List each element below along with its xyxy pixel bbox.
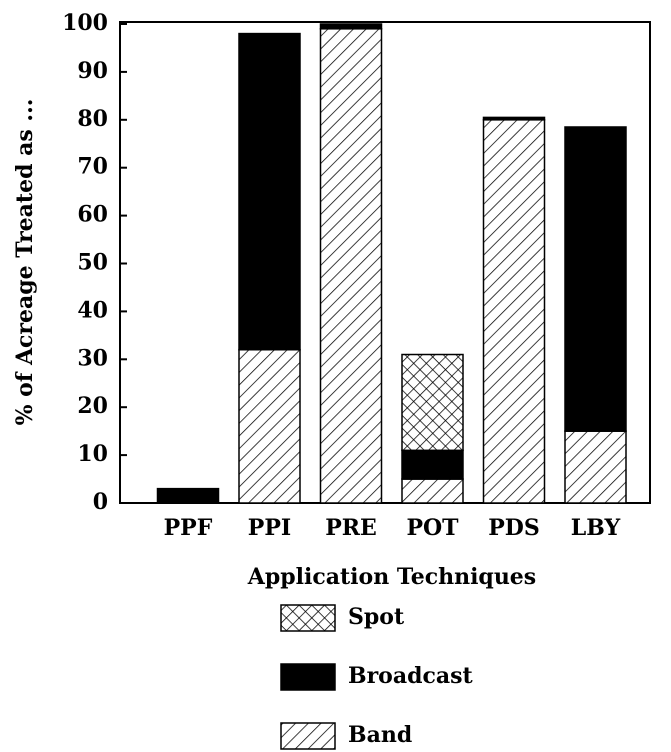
y-tick-label: 20 (77, 393, 108, 419)
x-axis-label: Application Techniques (247, 564, 536, 590)
legend-label: Spot (348, 604, 405, 630)
y-tick-label: 80 (77, 106, 108, 132)
y-tick-label: 40 (77, 297, 108, 323)
y-tick-label: 100 (62, 10, 108, 36)
y-tick-label: 60 (77, 202, 108, 228)
bar-segment (401, 353, 464, 452)
y-tick-label: 90 (77, 58, 108, 84)
legend-swatch (280, 604, 336, 632)
bar-segment (564, 126, 627, 432)
bar-segment (401, 478, 464, 504)
legend-swatch (280, 722, 336, 750)
bar-segment (482, 119, 546, 504)
legend-label: Broadcast (348, 663, 474, 689)
x-tick-label: PPF (164, 515, 213, 541)
bar-segment (156, 487, 220, 504)
legend-swatch (280, 663, 336, 691)
y-tick-label: 30 (77, 345, 108, 371)
y-tick-label: 0 (93, 489, 108, 515)
bar-segment (238, 32, 301, 351)
bar-segment (238, 348, 301, 504)
x-tick-label: PDS (488, 515, 540, 541)
legend-label: Band (348, 722, 412, 748)
bar-segment (564, 430, 627, 504)
bar-segment (482, 116, 546, 121)
y-axis-label: % of Acreage Treated as ... (12, 99, 38, 426)
bar-segment (401, 449, 464, 480)
x-tick-label: PRE (325, 515, 377, 541)
x-tick-label: PPI (248, 515, 291, 541)
bar-segment (319, 23, 383, 30)
bar-segment (319, 28, 383, 504)
y-tick-label: 70 (77, 154, 108, 180)
x-tick-label: POT (406, 515, 459, 541)
y-tick-label: 50 (77, 250, 108, 276)
y-tick-label: 10 (77, 441, 108, 467)
x-tick-label: LBY (571, 515, 621, 541)
